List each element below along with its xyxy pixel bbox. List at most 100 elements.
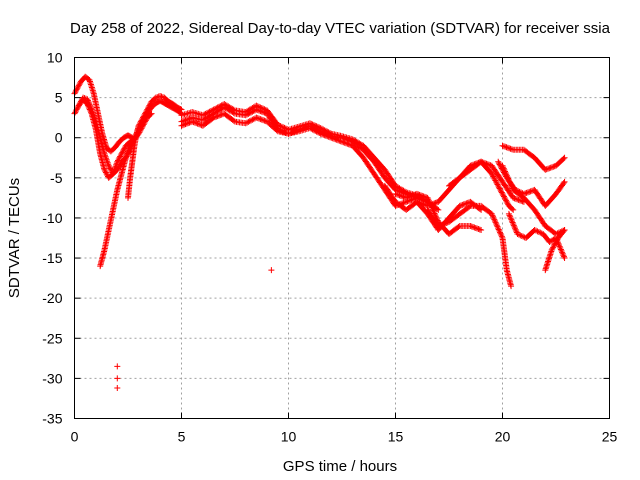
data-point — [306, 120, 313, 127]
data-point — [345, 141, 352, 148]
data-point — [510, 206, 517, 213]
data-point — [495, 184, 502, 191]
data-point — [498, 188, 505, 195]
data-point — [458, 202, 465, 209]
data-point — [504, 174, 511, 181]
data-point — [179, 122, 186, 129]
data-point — [146, 102, 153, 109]
data-point — [74, 85, 81, 92]
grid — [74, 57, 610, 419]
data-point — [84, 101, 91, 108]
data-point — [341, 139, 348, 146]
data-point — [429, 200, 436, 207]
data-point — [218, 102, 225, 109]
data-point — [502, 196, 509, 203]
data-point — [135, 122, 142, 129]
data-point — [544, 165, 551, 172]
data-point — [524, 189, 531, 196]
data-point — [144, 105, 151, 112]
data-point — [401, 199, 408, 206]
data-point — [190, 119, 197, 126]
data-point — [393, 191, 400, 198]
data-point — [253, 102, 260, 109]
data-point — [217, 112, 224, 119]
data-point — [560, 252, 567, 259]
data-point — [495, 160, 502, 167]
data-point — [138, 117, 145, 124]
data-point — [507, 145, 514, 152]
data-point — [515, 231, 522, 238]
x-tick-label: 15 — [388, 429, 404, 445]
data-point — [463, 200, 470, 207]
data-point — [424, 194, 431, 201]
data-point — [396, 192, 403, 199]
data-point — [253, 114, 260, 121]
data-point — [116, 154, 123, 161]
data-point — [531, 226, 538, 233]
data-point — [496, 227, 503, 234]
data-point — [548, 247, 555, 254]
data-point — [472, 224, 479, 231]
data-point — [456, 202, 463, 209]
data-point — [535, 228, 542, 235]
data-point — [510, 220, 517, 227]
data-point — [497, 186, 504, 193]
data-point — [217, 103, 224, 110]
data-point — [404, 194, 411, 201]
data-point — [76, 81, 83, 88]
x-tick-label: 20 — [495, 429, 511, 445]
data-point — [512, 226, 519, 233]
data-point — [508, 184, 515, 191]
data-point — [550, 244, 557, 251]
data-point — [551, 241, 558, 248]
data-point — [506, 178, 513, 185]
data-point — [182, 121, 189, 128]
data-point — [503, 198, 510, 205]
data-point — [439, 221, 446, 228]
data-point — [117, 153, 124, 160]
y-tick-label: 0 — [55, 130, 63, 146]
data-point — [72, 89, 79, 96]
data-point — [475, 225, 482, 232]
data-point — [497, 230, 504, 237]
data-point — [505, 210, 512, 217]
data-point — [474, 225, 481, 232]
data-point — [495, 226, 502, 233]
data-point — [84, 102, 91, 109]
data-point — [274, 121, 281, 128]
series-track-e — [125, 93, 185, 201]
x-tick-label: 10 — [281, 429, 297, 445]
data-point — [118, 150, 125, 157]
series-track-m — [446, 158, 527, 205]
data-point — [210, 114, 217, 121]
data-point — [440, 220, 447, 227]
data-point — [309, 121, 316, 128]
data-point — [490, 173, 497, 180]
data-point — [495, 182, 502, 189]
data-point — [502, 168, 509, 175]
data-point — [462, 200, 469, 207]
data-point — [443, 219, 450, 226]
data-point — [480, 159, 487, 166]
data-point — [246, 118, 253, 125]
data-point — [181, 121, 188, 128]
data-point — [526, 188, 533, 195]
data-point — [429, 206, 436, 213]
data-point — [556, 243, 563, 250]
data-point — [314, 123, 321, 130]
data-point — [561, 178, 568, 185]
data-point — [120, 146, 127, 153]
data-point — [86, 106, 93, 113]
data-point — [493, 178, 500, 185]
data-point — [488, 170, 495, 177]
data-point — [559, 250, 566, 257]
data-point — [400, 199, 407, 206]
data-point — [206, 108, 213, 115]
data-point — [256, 103, 263, 110]
outlier-point — [114, 385, 121, 392]
data-point — [489, 212, 496, 219]
data-point — [460, 201, 467, 208]
data-point — [425, 202, 432, 209]
data-point — [326, 130, 333, 137]
data-point — [498, 232, 505, 239]
